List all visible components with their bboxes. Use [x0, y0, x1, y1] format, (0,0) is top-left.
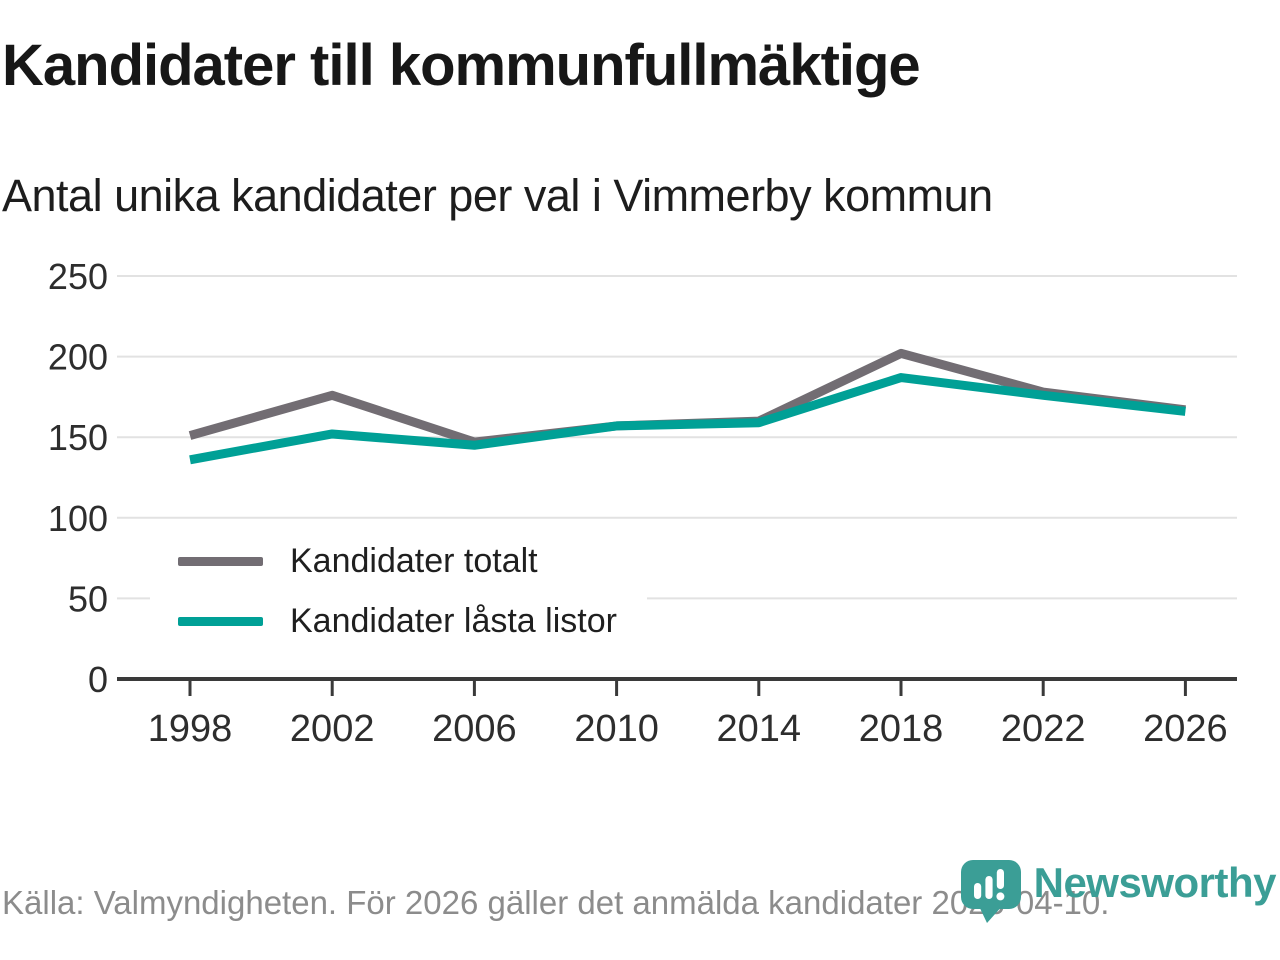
page-title: Kandidater till kommunfullmäktige: [2, 33, 921, 98]
y-axis-tick-label: 0: [88, 659, 108, 700]
chart-subtitle: Antal unika kandidater per val i Vimmerb…: [2, 170, 993, 221]
legend-label-locked: Kandidater låsta listor: [290, 601, 617, 640]
x-axis-tick-label: 2026: [1143, 708, 1228, 750]
legend-item-locked: Kandidater låsta listor: [178, 591, 617, 651]
y-axis-tick-label: 200: [48, 337, 108, 378]
legend-swatch-total: [178, 556, 263, 566]
x-axis-tick-label: 2022: [1001, 708, 1086, 750]
source-note: Källa: Valmyndigheten. För 2026 gäller d…: [2, 884, 1110, 921]
legend-item-total: Kandidater totalt: [178, 531, 617, 591]
x-axis-tick-label: 2010: [574, 708, 659, 750]
newsworthy-wordmark: Newsworthy: [1033, 859, 1277, 906]
chart-legend: Kandidater totalt Kandidater låsta listo…: [150, 531, 647, 651]
x-axis-tick-label: 2018: [859, 708, 944, 750]
x-axis-tick-label: 1998: [148, 708, 233, 750]
y-axis-tick-label: 100: [48, 498, 108, 539]
legend-label-total: Kandidater totalt: [290, 541, 538, 580]
series-line-1: [189, 373, 1186, 465]
x-axis-tick-label: 2014: [717, 708, 802, 750]
legend-swatch-locked: [178, 616, 263, 626]
newsworthy-logo: Newsworthy: [960, 856, 1277, 924]
line-chart-canvas: 0 50 100 150 200 250 1998 2002 2006 2010 2014 2018 2…: [48, 256, 1237, 750]
x-axis-tick-label: 2006: [432, 708, 517, 750]
y-axis-tick-label: 150: [48, 417, 108, 458]
x-axis-tick-label: 2002: [290, 708, 375, 750]
line-chart: 0 50 100 150 200 250 1998 2002 2006 2010 2014 2018 2…: [0, 250, 1280, 770]
y-axis-tick-label: 50: [68, 578, 108, 619]
bar-chart-pin-icon: [960, 860, 1021, 923]
y-axis-tick-label: 250: [48, 256, 108, 297]
